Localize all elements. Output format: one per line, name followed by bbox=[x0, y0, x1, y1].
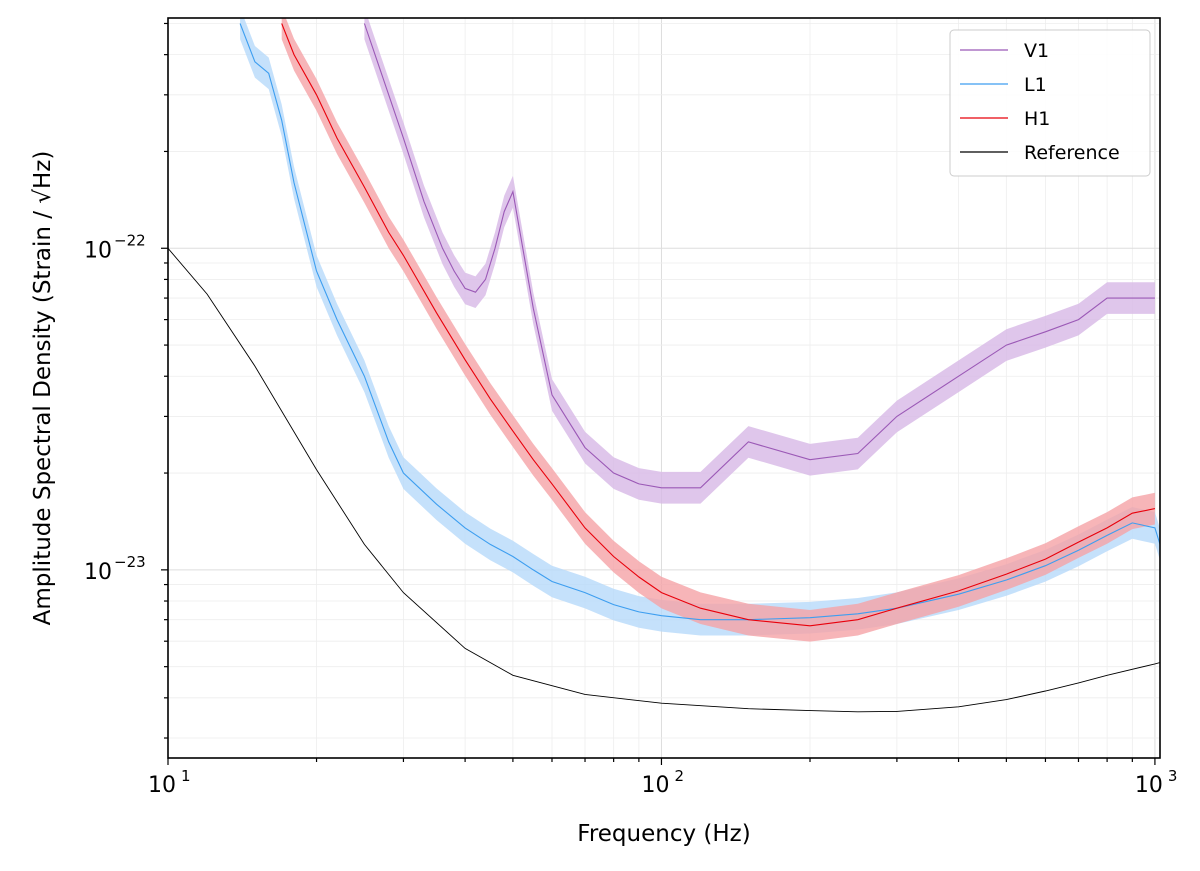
x-tick-label: 10 bbox=[641, 773, 669, 798]
line-v1 bbox=[363, 23, 1155, 489]
legend-label-v1: V1 bbox=[1024, 40, 1049, 62]
x-tick-label: 10 bbox=[148, 773, 176, 798]
line-l1 bbox=[239, 23, 1160, 621]
legend-label-l1: L1 bbox=[1024, 74, 1047, 96]
legend-label-reference: Reference bbox=[1024, 142, 1120, 164]
legend: V1 L1 H1 Reference bbox=[949, 29, 1151, 177]
y-tick-label: 10 bbox=[84, 238, 112, 263]
line-h1 bbox=[281, 23, 1156, 627]
legend-box bbox=[949, 29, 1151, 177]
series-lines bbox=[168, 23, 1160, 713]
plot-frame bbox=[167, 17, 1161, 759]
y-axis-label: Amplitude Spectral Density (Strain / √Hz… bbox=[30, 151, 56, 626]
band-h1 bbox=[281, 18, 1155, 642]
line-reference bbox=[168, 248, 1160, 713]
band-v1 bbox=[364, 18, 1155, 504]
uncertainty-bands bbox=[240, 18, 1160, 642]
x-tick-exponent: 1 bbox=[181, 767, 191, 785]
x-tick-exponent: 3 bbox=[1168, 767, 1178, 785]
y-tick-exponent: −22 bbox=[114, 231, 146, 249]
legend-label-h1: H1 bbox=[1024, 108, 1050, 130]
x-axis-label: Frequency (Hz) bbox=[577, 821, 750, 847]
y-tick-label: 10 bbox=[84, 560, 112, 585]
x-tick-exponent: 2 bbox=[674, 767, 684, 785]
y-tick-exponent: −23 bbox=[114, 553, 146, 571]
x-tick-label: 10 bbox=[1135, 773, 1163, 798]
